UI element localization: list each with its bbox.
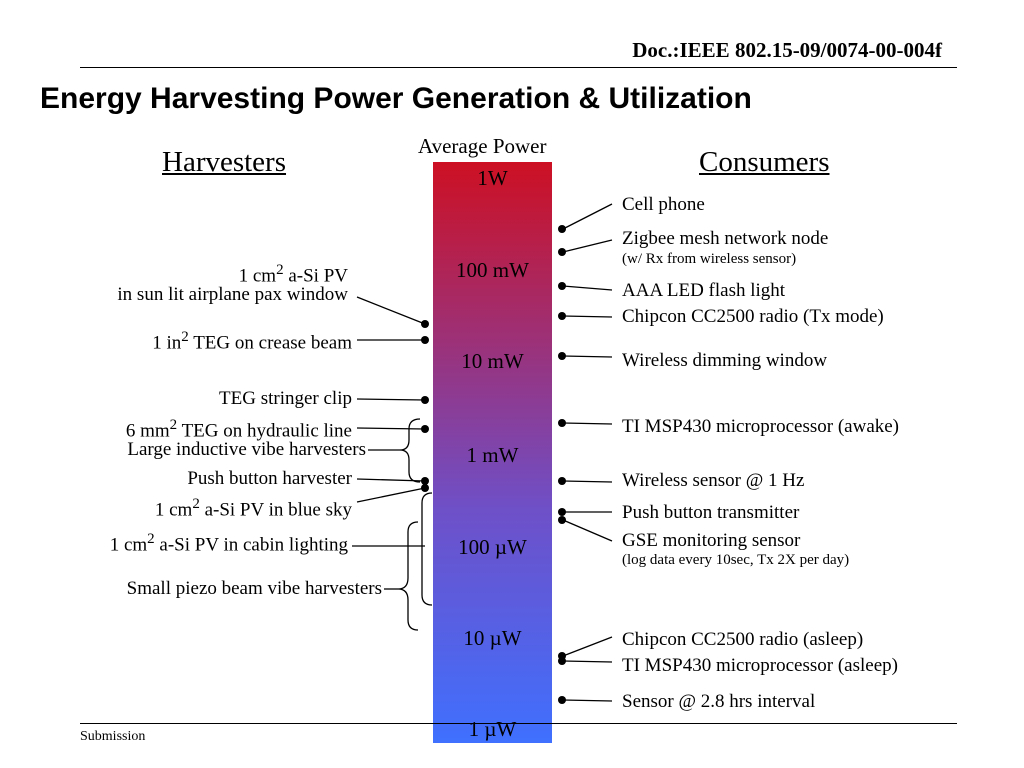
consumer-dimming-window: Wireless dimming window [622, 350, 828, 371]
tick-100uw: 100 µW [458, 535, 527, 559]
harvester-si-pv-sky: 1 cm2 a-Si PV in blue sky [154, 496, 352, 521]
power-scale-bar [433, 162, 552, 743]
consumer-gse-note: (log data every 10sec, Tx 2X per day) [622, 552, 850, 568]
harvester-piezo-vibe: Small piezo beam vibe harvesters [126, 578, 382, 599]
header-rule [80, 67, 957, 68]
consumer-zigbee-note: (w/ Rx from wireless sensor) [622, 251, 797, 267]
harvester-si-pv-window-line2: in sun lit airplane pax window [117, 284, 348, 305]
consumer-wireless-sensor: Wireless sensor @ 1 Hz [622, 470, 805, 491]
harvester-teg-hydraulic: 6 mm2 TEG on hydraulic line [125, 417, 352, 442]
tick-10uw: 10 µW [463, 626, 522, 650]
consumer-gse-sensor: GSE monitoring sensor [622, 530, 801, 551]
consumer-push-transmitter: Push button transmitter [622, 502, 800, 523]
harvester-si-pv-window-line1: 1 cm2 a-Si PV [238, 262, 348, 287]
footer-rule [80, 723, 957, 724]
harvesters-heading: Harvesters [162, 146, 287, 178]
footer-submission: Submission [80, 729, 146, 744]
consumer-aaa-led: AAA LED flash light [622, 280, 786, 301]
axis-title: Average Power [418, 134, 547, 158]
consumers-heading: Consumers [699, 146, 830, 178]
harvester-si-pv-cabin: 1 cm2 a-Si PV in cabin lighting [109, 531, 348, 556]
harvester-teg-crease: 1 in2 TEG on crease beam [152, 329, 352, 354]
tick-1mw: 1 mW [466, 443, 519, 467]
tick-1uw: 1 µW [468, 717, 517, 741]
tick-100mw: 100 mW [456, 258, 529, 282]
harvester-inductive-vibe: Large inductive vibe harvesters [127, 439, 366, 460]
consumer-zigbee: Zigbee mesh network node [622, 228, 829, 249]
consumer-msp430-awake: TI MSP430 microprocessor (awake) [622, 416, 900, 437]
harvester-teg-stringer: TEG stringer clip [219, 388, 352, 409]
consumer-cc2500-tx: Chipcon CC2500 radio (Tx mode) [622, 306, 884, 327]
slide-title: Energy Harvesting Power Generation & Uti… [40, 82, 752, 115]
consumer-msp430-asleep: TI MSP430 microprocessor (asleep) [622, 655, 898, 676]
tick-10mw: 10 mW [461, 349, 524, 373]
consumer-sensor-interval: Sensor @ 2.8 hrs interval [622, 691, 816, 712]
consumer-cc2500-asleep: Chipcon CC2500 radio (asleep) [622, 629, 864, 650]
tick-1w: 1W [477, 166, 508, 190]
consumer-cell-phone: Cell phone [622, 194, 705, 215]
doc-id: Doc.:IEEE 802.15-09/0074-00-004f [632, 38, 942, 62]
harvester-push-button: Push button harvester [187, 468, 352, 489]
